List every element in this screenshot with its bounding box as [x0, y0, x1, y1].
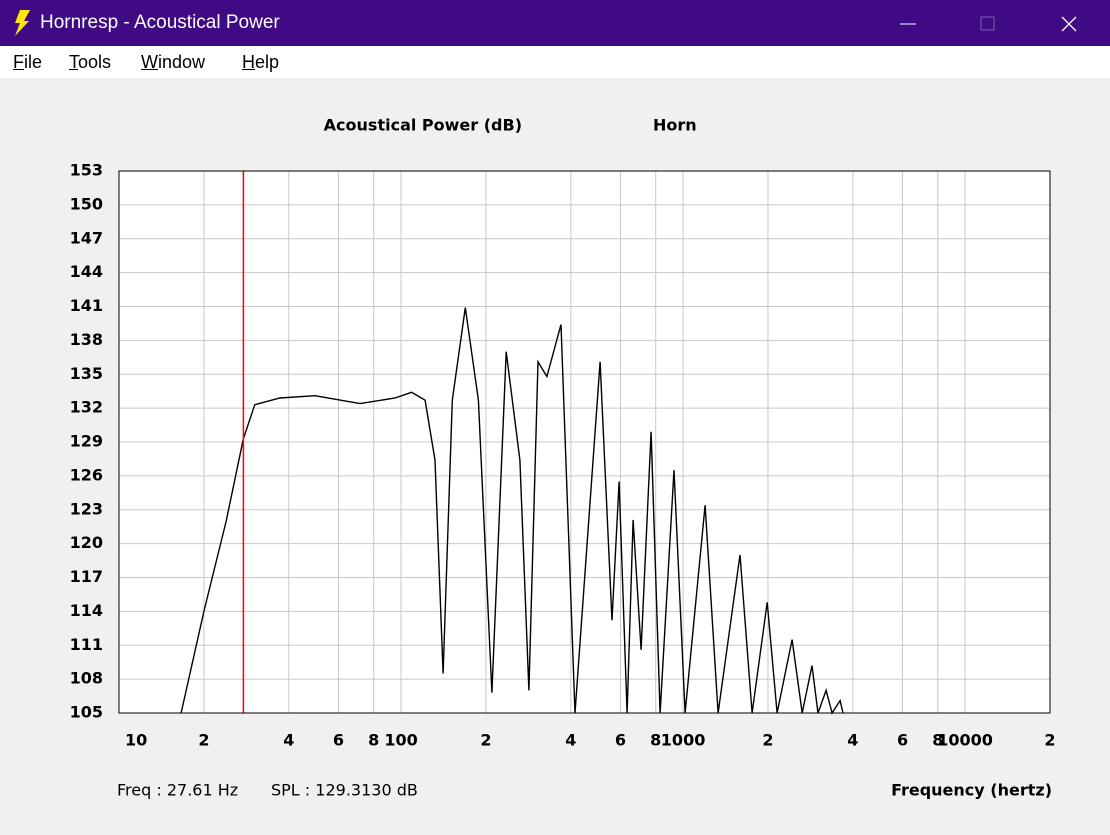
menu-bar: File Tools Window Help [0, 46, 1110, 78]
x-tick-label: 6 [897, 731, 908, 750]
y-tick-label: 114 [70, 601, 103, 620]
x-tick-label: 8 [368, 731, 379, 750]
x-tick-label: 8 [650, 731, 661, 750]
title-bar: Hornresp - Acoustical Power [0, 0, 1110, 46]
x-tick-label: 10000 [937, 731, 993, 750]
x-tick-label: 2 [198, 731, 209, 750]
menu-item[interactable]: File [13, 52, 43, 72]
y-tick-label: 123 [70, 499, 103, 518]
y-tick-label: 108 [70, 669, 103, 688]
plot-frame [118, 170, 1051, 714]
x-tick-label: 4 [283, 731, 294, 750]
x-tick-label: 6 [333, 731, 344, 750]
menu-item[interactable]: Help [242, 52, 280, 72]
x-tick-label: 1000 [661, 731, 706, 750]
y-tick-label: 135 [70, 364, 103, 383]
x-tick-label: 2 [480, 731, 491, 750]
app-icon [15, 10, 30, 36]
x-tick-label: 10 [125, 731, 147, 750]
menu-item[interactable]: Tools [69, 52, 112, 72]
x-tick-label: 6 [615, 731, 626, 750]
y-tick-label: 147 [70, 228, 103, 247]
y-tick-label: 132 [70, 398, 103, 417]
y-tick-label: 120 [70, 533, 103, 552]
maximize-button[interactable] [980, 16, 995, 31]
menu-item[interactable]: Window [141, 52, 206, 72]
status-freq: Freq : 27.61 Hz [117, 781, 238, 800]
x-tick-label: 4 [847, 731, 858, 750]
x-tick-label: 2 [1044, 731, 1055, 750]
y-tick-label: 105 [70, 703, 103, 722]
x-axis-label: Frequency (hertz) [891, 781, 1052, 800]
y-tick-label: 153 [70, 161, 103, 180]
data-line [180, 307, 844, 715]
title-icons [15, 10, 1077, 36]
x-tick-label: 2 [762, 731, 773, 750]
y-tick-label: 144 [70, 262, 103, 281]
chart-title: Acoustical Power (dB) [324, 116, 522, 135]
window-title: Hornresp - Acoustical Power [40, 12, 280, 33]
y-tick-label: 150 [70, 194, 103, 213]
chart-subtitle: Horn [653, 116, 697, 135]
y-tick-label: 126 [70, 465, 103, 484]
y-tick-label: 141 [70, 296, 103, 315]
y-tick-label: 117 [70, 567, 103, 586]
x-tick-label: 4 [565, 731, 576, 750]
status-spl: SPL : 129.3130 dB [271, 781, 418, 800]
close-button[interactable] [1061, 16, 1077, 32]
x-tick-label: 8 [932, 731, 943, 750]
y-tick-label: 111 [70, 635, 103, 654]
y-tick-label: 138 [70, 330, 103, 349]
x-tick-label: 100 [384, 731, 417, 750]
y-tick-label: 129 [70, 432, 103, 451]
